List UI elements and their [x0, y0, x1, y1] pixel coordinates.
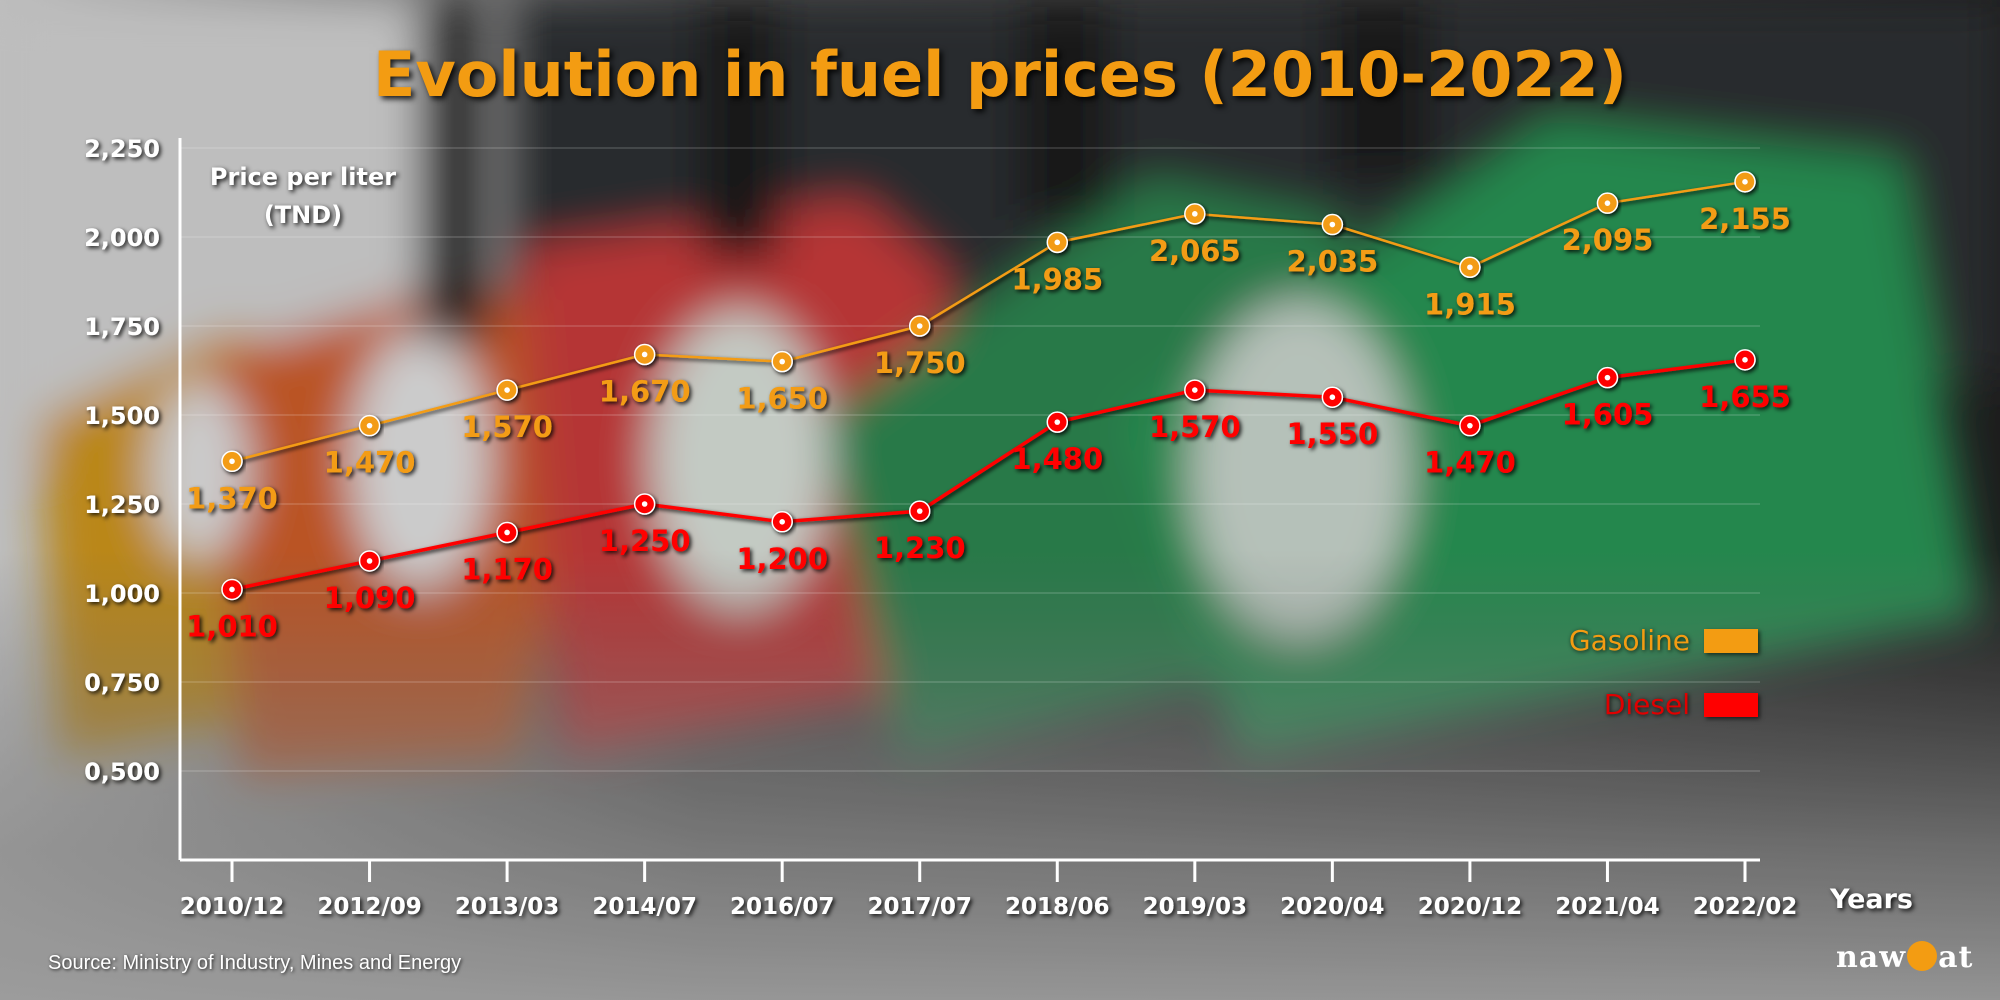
y-axis-label-line-2: (TND) — [263, 201, 343, 229]
legend-swatch-diesel — [1704, 692, 1758, 717]
y-tick-label: 2,250 — [84, 135, 160, 163]
data-label-diesel: 1,570 — [1149, 410, 1241, 444]
data-label-gasoline: 1,650 — [736, 382, 828, 416]
data-point-center-diesel — [779, 519, 785, 525]
data-point-center-diesel — [1604, 374, 1611, 381]
data-label-gasoline: 2,155 — [1699, 202, 1791, 236]
data-label-diesel: 1,550 — [1286, 417, 1378, 451]
legend-item-gasoline: Gasoline — [1569, 624, 1758, 657]
source-note: Source: Ministry of Industry, Mines and … — [48, 952, 462, 974]
data-point-center-diesel — [1329, 394, 1336, 401]
data-point-center-gasoline — [779, 358, 785, 365]
data-point-center-diesel — [1742, 357, 1748, 363]
data-label-diesel: 1,090 — [324, 581, 416, 615]
data-label-diesel: 1,250 — [599, 524, 691, 558]
data-label-gasoline: 1,670 — [599, 374, 691, 408]
x-axis-label: Years — [1830, 884, 1913, 915]
data-label-gasoline: 2,035 — [1286, 245, 1378, 279]
data-label-diesel: 1,655 — [1699, 380, 1791, 414]
data-point-center-gasoline — [641, 351, 648, 358]
y-tick-label: 1,750 — [84, 313, 160, 341]
y-tick-label: 1,250 — [84, 491, 160, 519]
data-point-center-diesel — [504, 529, 510, 536]
data-label-diesel: 1,170 — [461, 552, 553, 586]
x-tick-label: 2014/07 — [592, 894, 696, 920]
y-axis-label-line-1: Price per liter — [209, 163, 397, 191]
data-point-center-diesel — [916, 508, 923, 514]
x-tick-label: 2020/04 — [1280, 894, 1384, 920]
data-label-gasoline: 1,750 — [874, 346, 966, 380]
data-point-center-diesel — [229, 586, 235, 593]
data-point-center-gasoline — [504, 387, 510, 393]
data-label-gasoline: 1,470 — [324, 446, 416, 480]
data-label-gasoline: 1,570 — [461, 410, 553, 444]
x-tick-label: 2022/02 — [1693, 894, 1797, 920]
data-label-gasoline: 1,915 — [1424, 287, 1516, 321]
x-tick-label: 2010/12 — [180, 894, 284, 920]
logo-dot-icon — [1907, 941, 1938, 971]
data-label-diesel: 1,470 — [1424, 446, 1516, 480]
data-point-center-diesel — [366, 558, 373, 564]
data-label-diesel: 1,605 — [1562, 398, 1654, 432]
y-tick-label: 0,500 — [84, 758, 160, 786]
data-label-gasoline: 1,370 — [186, 481, 278, 515]
chart-title: Evolution in fuel prices (2010-2022) — [373, 38, 1627, 111]
data-label-diesel: 1,480 — [1011, 442, 1103, 476]
x-tick-label: 2013/03 — [455, 894, 559, 920]
series-line-diesel — [231, 358, 1746, 592]
data-point-center-gasoline — [229, 458, 235, 465]
y-tick-label: 1,500 — [84, 402, 160, 430]
data-point-center-diesel — [641, 501, 648, 507]
legend-label-diesel: Diesel — [1603, 688, 1690, 721]
y-tick-label: 1,000 — [84, 580, 160, 608]
legend-item-diesel: Diesel — [1604, 688, 1758, 721]
data-label-gasoline: 2,065 — [1149, 234, 1241, 268]
legend-swatch-gasoline — [1704, 628, 1758, 653]
data-point-center-gasoline — [1192, 211, 1198, 217]
data-label-diesel: 1,010 — [186, 609, 278, 643]
data-label-diesel: 1,230 — [874, 531, 966, 565]
y-tick-label: 2,000 — [84, 224, 160, 252]
data-point-center-gasoline — [1054, 239, 1061, 246]
data-point-center-gasoline — [1329, 221, 1336, 228]
data-label-gasoline: 1,985 — [1011, 262, 1103, 296]
x-tick-label: 2020/12 — [1418, 894, 1522, 920]
series-line-gasoline — [231, 180, 1746, 463]
y-axis-label: Price per liter (TND) — [198, 158, 408, 234]
x-tick-label: 2019/03 — [1143, 894, 1247, 920]
x-tick-label: 2017/07 — [868, 894, 972, 920]
data-point-center-gasoline — [1604, 200, 1611, 206]
legend-label-gasoline: Gasoline — [1568, 624, 1690, 657]
data-point-center-gasoline — [366, 422, 373, 429]
data-point-center-gasoline — [916, 323, 923, 329]
data-label-gasoline: 2,095 — [1562, 223, 1654, 257]
x-tick-label: 2018/06 — [1005, 894, 1109, 920]
data-point-center-diesel — [1054, 419, 1061, 425]
x-tick-label: 2012/09 — [317, 894, 421, 920]
nawaat-logo: naw at — [1836, 940, 1974, 975]
y-tick-label: 0,750 — [84, 669, 160, 697]
data-point-center-gasoline — [1742, 179, 1748, 185]
data-point-center-diesel — [1467, 422, 1473, 429]
data-point-center-gasoline — [1467, 264, 1473, 271]
data-point-center-diesel — [1192, 387, 1198, 393]
data-label-diesel: 1,200 — [736, 542, 828, 576]
x-tick-label: 2016/07 — [730, 894, 834, 920]
x-tick-label: 2021/04 — [1555, 894, 1659, 920]
